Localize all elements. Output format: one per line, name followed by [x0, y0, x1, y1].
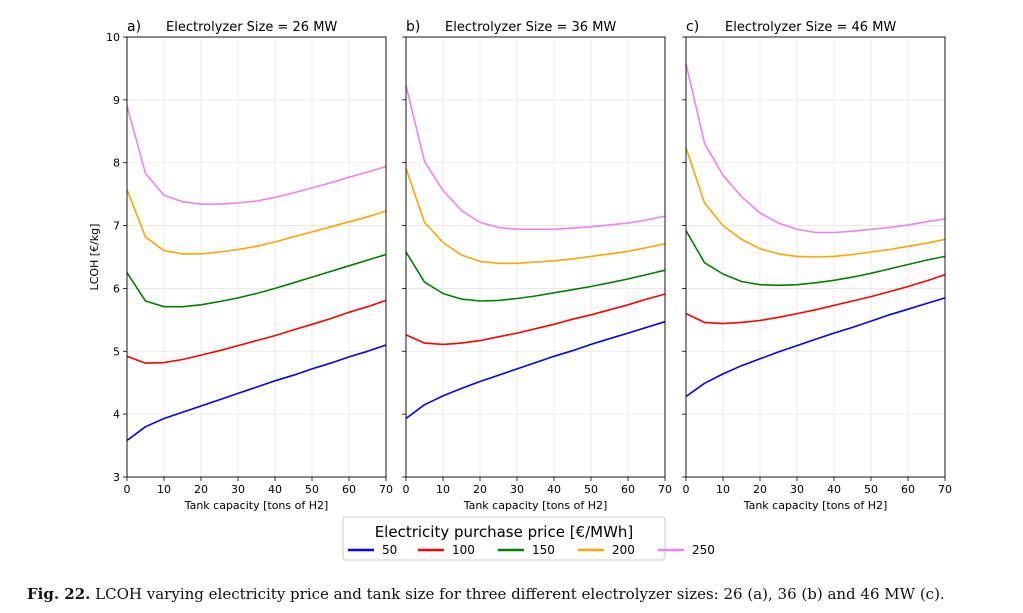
series-line-200 [685, 147, 946, 258]
figure-caption: Fig. 22. LCOH varying electricity price … [27, 585, 1017, 603]
legend-title: Electricity purchase price [€/MWh] [375, 523, 634, 541]
series-line-50 [126, 344, 387, 442]
x-tick-label: 30 [790, 483, 804, 496]
legend-label-150: 150 [532, 543, 555, 557]
y-tick-label: 8 [113, 157, 120, 170]
series-line-150 [685, 230, 946, 287]
x-tick-label: 70 [379, 483, 393, 496]
series-line-250 [126, 105, 387, 205]
series-line-50 [405, 320, 666, 420]
panel-letter: a) [127, 19, 141, 35]
panel-letter: b) [406, 19, 420, 35]
x-axis-label: Tank capacity [tons of H2] [463, 499, 608, 512]
y-tick-label: 4 [113, 408, 120, 421]
x-tick-label: 50 [305, 483, 319, 496]
caption-label: Fig. 22. [27, 585, 91, 603]
x-tick-label: 60 [342, 483, 356, 496]
series-line-150 [126, 253, 387, 308]
series-line-100 [126, 299, 387, 365]
series-line-200 [126, 189, 387, 255]
x-tick-label: 70 [658, 483, 672, 496]
caption-text: LCOH varying electricity price and tank … [95, 585, 945, 603]
x-tick-label: 0 [124, 483, 131, 496]
series-line-100 [685, 273, 946, 325]
series-line-50 [685, 297, 946, 398]
x-tick-label: 20 [753, 483, 767, 496]
y-tick-label: 5 [113, 345, 120, 358]
x-tick-label: 70 [938, 483, 952, 496]
legend-label-50: 50 [382, 543, 397, 557]
x-tick-label: 40 [547, 483, 561, 496]
x-tick-label: 50 [584, 483, 598, 496]
panel-letter: c) [686, 19, 699, 35]
x-tick-label: 10 [157, 483, 171, 496]
x-axis-label: Tank capacity [tons of H2] [743, 499, 888, 512]
legend-label-250: 250 [692, 543, 715, 557]
y-tick-label: 7 [113, 220, 120, 233]
legend-label-100: 100 [452, 543, 475, 557]
x-tick-label: 50 [864, 483, 878, 496]
panel-title: Electrolyzer Size = 36 MW [445, 20, 616, 35]
x-tick-label: 30 [510, 483, 524, 496]
x-tick-label: 10 [716, 483, 730, 496]
panel-title: Electrolyzer Size = 46 MW [725, 20, 896, 35]
x-tick-label: 60 [621, 483, 635, 496]
x-tick-label: 0 [683, 483, 690, 496]
x-tick-label: 40 [268, 483, 282, 496]
x-tick-label: 40 [827, 483, 841, 496]
plot-frame [405, 36, 666, 478]
panel-title: Electrolyzer Size = 26 MW [166, 20, 337, 35]
series-line-150 [405, 251, 666, 302]
x-tick-label: 30 [231, 483, 245, 496]
plot-frame [126, 36, 387, 478]
x-tick-label: 20 [194, 483, 208, 496]
y-tick-label: 3 [113, 471, 120, 484]
y-tick-label: 6 [113, 282, 120, 295]
legend-label-200: 200 [612, 543, 635, 557]
x-tick-label: 60 [901, 483, 915, 496]
y-tick-label: 10 [106, 31, 120, 44]
series-line-100 [405, 293, 666, 346]
x-tick-label: 0 [403, 483, 410, 496]
series-line-250 [405, 85, 666, 231]
x-axis-label: Tank capacity [tons of H2] [184, 499, 329, 512]
series-line-250 [685, 63, 946, 234]
plot-frame [685, 36, 946, 478]
x-tick-label: 10 [436, 483, 450, 496]
x-tick-label: 20 [473, 483, 487, 496]
series-line-200 [405, 168, 666, 265]
y-tick-label: 9 [113, 94, 120, 107]
y-axis-label: LCOH [€/kg] [88, 224, 101, 291]
